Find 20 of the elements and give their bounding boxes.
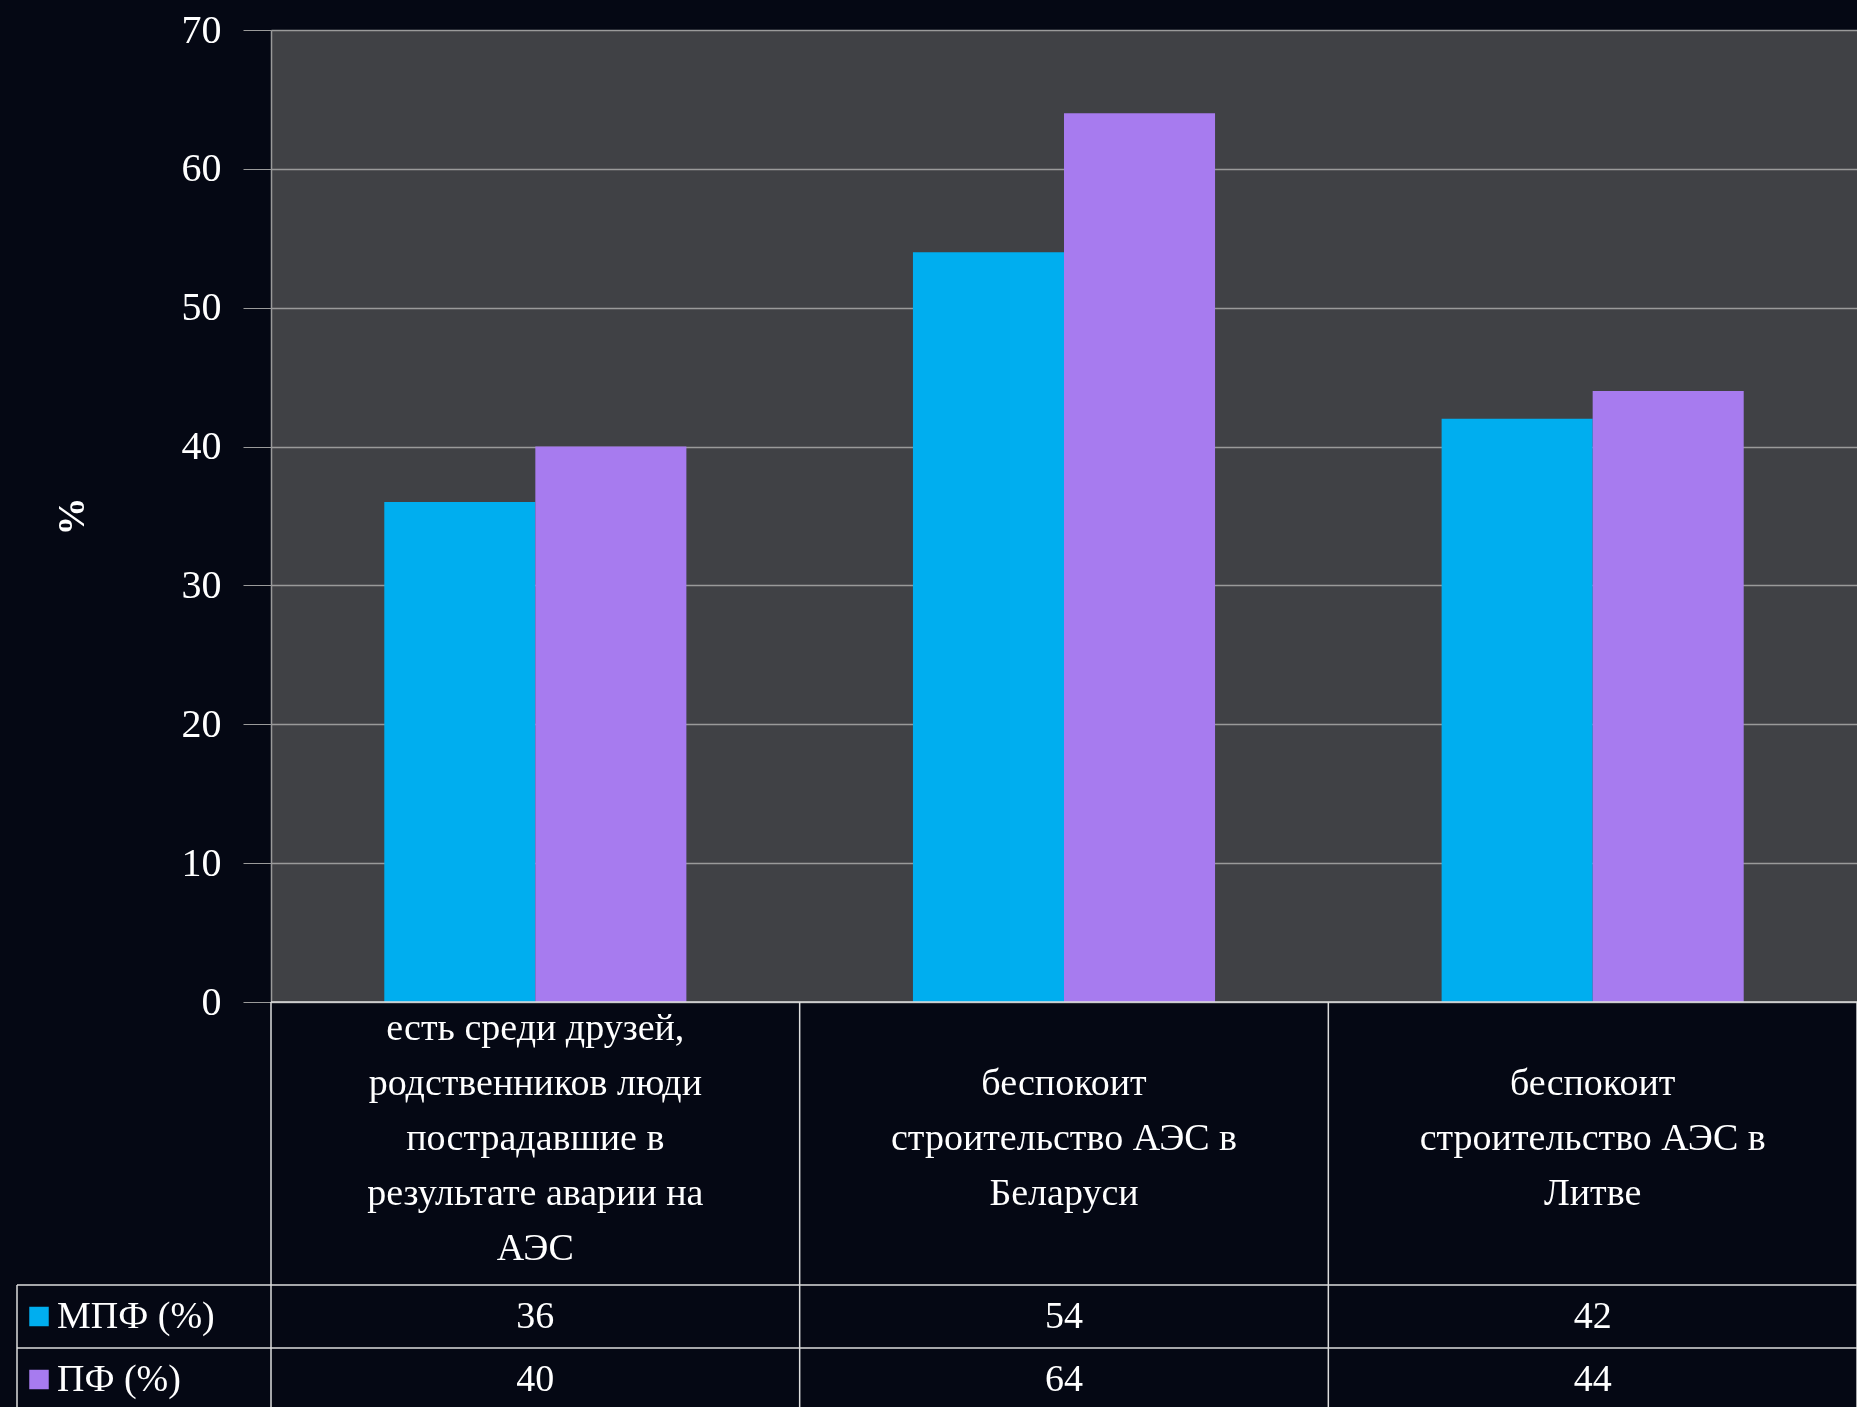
data-label: 54	[1045, 1293, 1083, 1336]
y-axis-title: %	[49, 497, 92, 536]
y-tick-label: 40	[181, 423, 222, 469]
y-tick-label: 10	[181, 839, 222, 885]
data-label: 36	[516, 1293, 555, 1336]
data-label: 40	[516, 1356, 555, 1399]
y-tick-label: 70	[181, 6, 222, 52]
y-tick-label: 0	[201, 978, 222, 1024]
x-tick-label: есть среди друзей, родственников люди пострадавшие в результате аварии на АЭС	[367, 1006, 704, 1268]
data-label: 64	[1045, 1356, 1083, 1399]
y-tick-label: 20	[181, 700, 222, 746]
data-label: 42	[1573, 1293, 1612, 1336]
y-tick-label: 60	[181, 145, 222, 191]
legend-label: ПФ (%)	[57, 1356, 181, 1400]
y-tick-label: 50	[181, 284, 222, 330]
data-label: 44	[1573, 1356, 1612, 1399]
y-tick-label: 30	[181, 561, 222, 607]
x-tick-label: беспокоит строительство АЭС в Литве	[1419, 1061, 1766, 1213]
x-tick-label: беспокоит строительство АЭС в Беларуси	[890, 1061, 1238, 1213]
legend-label: МПФ (%)	[57, 1293, 215, 1337]
